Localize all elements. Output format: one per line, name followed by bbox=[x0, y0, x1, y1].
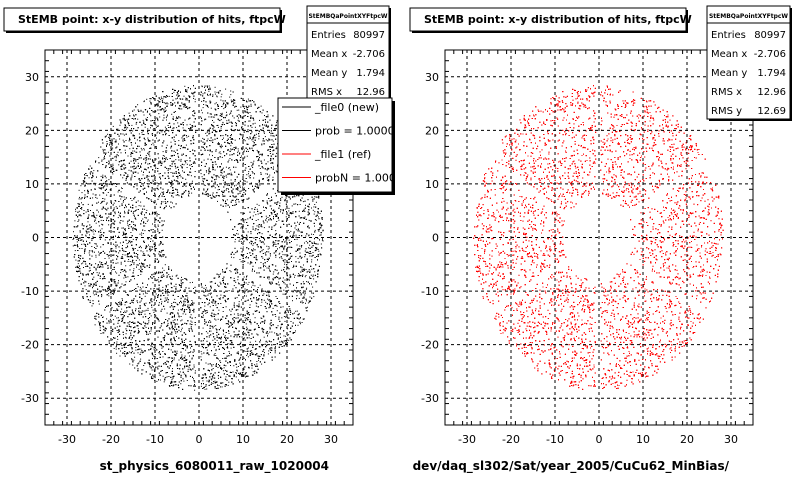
stats-value: 12.96 bbox=[757, 87, 786, 98]
x-tick-label: 0 bbox=[196, 433, 203, 446]
x-tick-label: 0 bbox=[596, 433, 603, 446]
stats-label: Mean y bbox=[711, 68, 747, 79]
stats-value: 12.69 bbox=[757, 106, 786, 117]
y-tick-label: 30 bbox=[25, 71, 39, 84]
stats-value: 80997 bbox=[353, 30, 385, 41]
plot-frame bbox=[44, 49, 354, 426]
legend-entry-label: probN = 1.000000 bbox=[315, 172, 417, 185]
title-box bbox=[409, 7, 687, 32]
legend-entry-label: _file1 (ref) bbox=[314, 148, 371, 161]
y-tick-label: -10 bbox=[21, 285, 39, 298]
scatter-points--file1-ref- bbox=[473, 85, 724, 390]
stats-label: Mean x bbox=[711, 49, 747, 60]
x-tick-label: -30 bbox=[58, 433, 76, 446]
x-tick-label: 20 bbox=[280, 433, 294, 446]
x-tick-label: 10 bbox=[236, 433, 250, 446]
y-tick-label: 20 bbox=[425, 124, 439, 137]
chart-1: -30 -20 -10 0 10 20 30 -30 -20 -10 0 10 20 30 st_physi… bbox=[3, 5, 417, 474]
stats-value: 12.96 bbox=[356, 87, 385, 98]
stats-label: Entries bbox=[711, 30, 746, 41]
legend: _file0 (new) prob = 1.000000 _file1 (ref) p… bbox=[282, 101, 417, 185]
x-tick-label: 30 bbox=[324, 433, 338, 446]
legend-entry-label: _file0 (new) bbox=[314, 101, 379, 114]
y-tick-label: -10 bbox=[421, 285, 439, 298]
stats-label: RMS x bbox=[311, 87, 342, 98]
stats-value: 80997 bbox=[754, 30, 786, 41]
axis-ticks bbox=[444, 49, 754, 426]
x-tick-label: 20 bbox=[680, 433, 694, 446]
x-tick-label: 30 bbox=[724, 433, 738, 446]
stats-label: RMS x bbox=[711, 87, 742, 98]
y-tick-label: 10 bbox=[425, 178, 439, 191]
stats-value: -2.706 bbox=[754, 49, 786, 60]
y-tick-label: -30 bbox=[21, 392, 39, 405]
x-tick-label: 10 bbox=[636, 433, 650, 446]
x-tick-label: -20 bbox=[102, 433, 120, 446]
stats-label: RMS y bbox=[711, 106, 742, 117]
y-tick-label: 30 bbox=[425, 71, 439, 84]
legend-box bbox=[277, 97, 393, 193]
x-tick-label: -30 bbox=[458, 433, 476, 446]
y-tick-label: -20 bbox=[21, 339, 39, 352]
y-tick-label: 0 bbox=[32, 232, 39, 245]
x-axis-label: dev/daq_sl302/Sat/year_2005/CuCu62_MinBi… bbox=[413, 459, 730, 474]
stats-label: Mean y bbox=[311, 68, 347, 79]
stats-value: 1.794 bbox=[757, 68, 786, 79]
stats-label: Entries bbox=[311, 30, 346, 41]
stats-box bbox=[306, 5, 390, 99]
stats-label: Mean x bbox=[311, 49, 347, 60]
chart-2: -30 -20 -10 0 10 20 30 -30 -20 -10 0 10 20 30 dev/daq_… bbox=[409, 5, 792, 474]
y-tick-label: -20 bbox=[421, 339, 439, 352]
x-axis-label: st_physics_6080011_raw_1020004 bbox=[100, 459, 329, 474]
y-tick-label: -30 bbox=[421, 392, 439, 405]
stats-value: -2.706 bbox=[353, 49, 385, 60]
x-tick-label: -20 bbox=[502, 433, 520, 446]
stats-value: 1.794 bbox=[356, 68, 385, 79]
y-tick-label: 20 bbox=[25, 124, 39, 137]
x-tick-label: -10 bbox=[546, 433, 564, 446]
plot-frame bbox=[444, 49, 754, 426]
x-tick-label: -10 bbox=[146, 433, 164, 446]
stats-box bbox=[706, 5, 791, 120]
legend-entry-label: prob = 1.000000 bbox=[315, 125, 409, 138]
title-box bbox=[3, 7, 281, 32]
y-tick-label: 10 bbox=[25, 178, 39, 191]
stats-name: StEMBQaPointXYFtpcW bbox=[709, 13, 788, 20]
chart-title: StEMB point: x-y distribution of hits, f… bbox=[18, 13, 286, 26]
stats-name: StEMBQaPointXYFtpcW bbox=[308, 13, 387, 20]
grid bbox=[45, 50, 353, 425]
chart-title: StEMB point: x-y distribution of hits, f… bbox=[424, 13, 692, 26]
y-tick-label: 0 bbox=[432, 232, 439, 245]
